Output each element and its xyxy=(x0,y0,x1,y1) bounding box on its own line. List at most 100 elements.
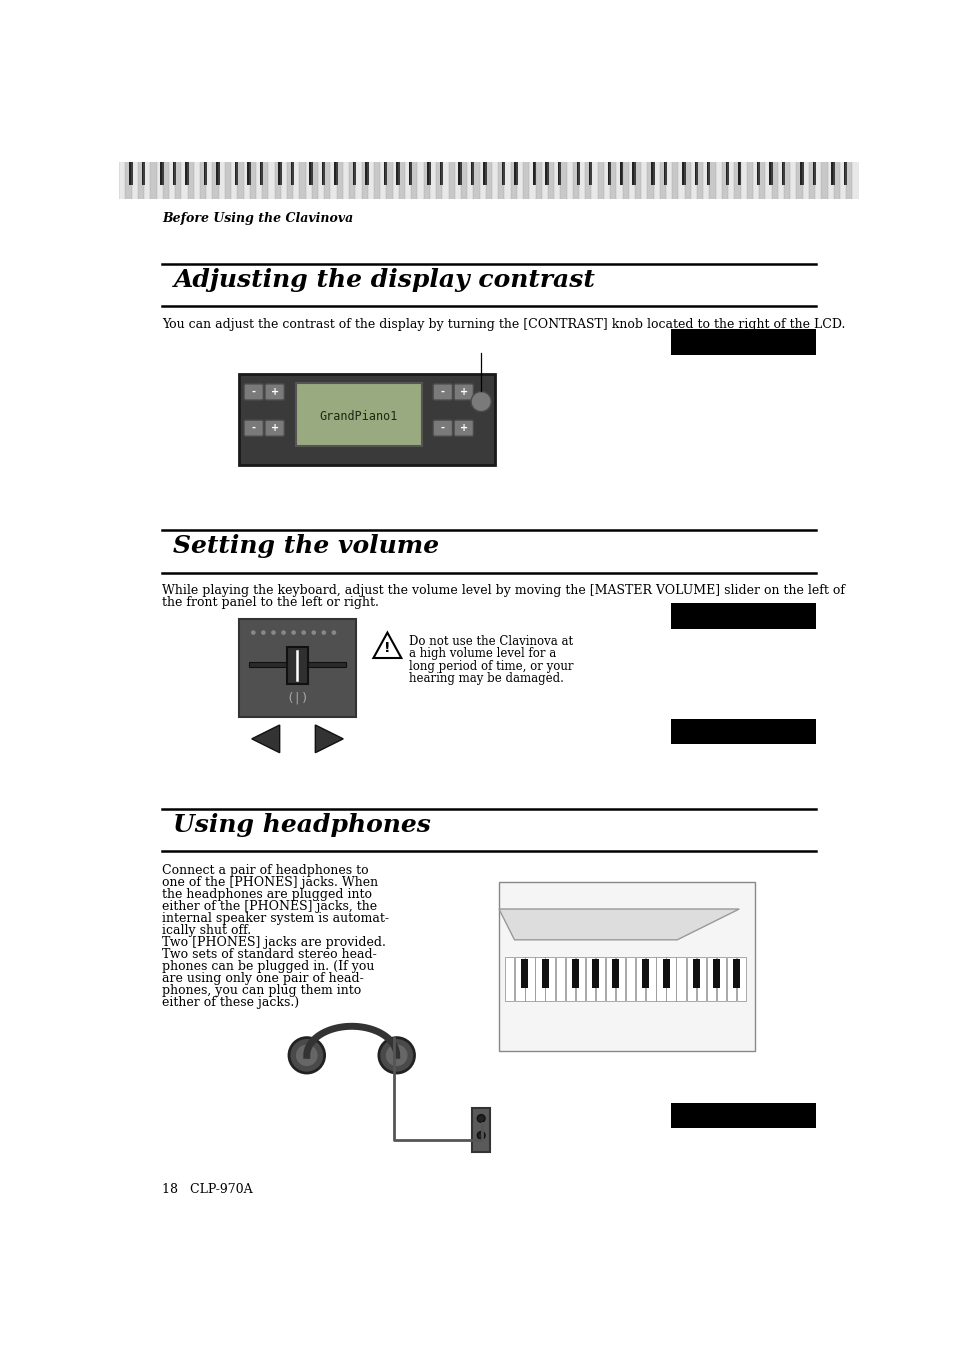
Bar xyxy=(666,957,675,1001)
Bar xyxy=(138,162,144,199)
Bar xyxy=(706,162,710,185)
Bar xyxy=(472,1108,490,1152)
Bar xyxy=(535,162,541,199)
Polygon shape xyxy=(252,725,279,753)
Bar xyxy=(821,162,826,199)
Bar xyxy=(504,162,510,199)
Bar xyxy=(555,957,564,1001)
Bar xyxy=(830,162,834,185)
Bar xyxy=(522,162,529,199)
Bar xyxy=(800,162,802,185)
Bar xyxy=(771,162,777,199)
Bar xyxy=(591,162,597,199)
Bar xyxy=(636,957,645,1001)
Bar xyxy=(442,162,448,199)
Bar xyxy=(796,162,801,199)
Bar xyxy=(132,162,138,199)
Bar xyxy=(287,162,293,199)
Bar xyxy=(295,384,421,446)
Bar xyxy=(126,162,132,199)
Bar xyxy=(845,162,851,199)
Bar xyxy=(833,162,839,199)
Bar xyxy=(193,162,200,199)
Bar xyxy=(393,162,398,199)
Polygon shape xyxy=(315,725,343,753)
Bar xyxy=(299,162,305,199)
Bar xyxy=(471,162,474,185)
Bar xyxy=(521,959,528,988)
Bar xyxy=(514,162,517,185)
Bar xyxy=(312,162,317,199)
Bar xyxy=(411,162,417,199)
Text: the headphones are plugged into: the headphones are plugged into xyxy=(162,888,372,901)
Bar xyxy=(204,162,207,185)
Bar xyxy=(659,162,665,199)
Bar xyxy=(349,162,355,199)
Bar xyxy=(692,959,699,988)
Text: phones can be plugged in. (If you: phones can be plugged in. (If you xyxy=(162,959,374,973)
Text: Do not use the Clavinova at: Do not use the Clavinova at xyxy=(409,635,573,648)
FancyBboxPatch shape xyxy=(454,420,473,436)
Circle shape xyxy=(261,631,266,635)
Bar xyxy=(262,162,268,199)
Bar xyxy=(789,162,796,199)
Circle shape xyxy=(271,631,275,635)
Bar xyxy=(247,162,251,185)
Bar xyxy=(374,162,380,199)
Bar xyxy=(324,162,330,199)
Text: Before Using the Clavinova: Before Using the Clavinova xyxy=(162,212,353,226)
Bar xyxy=(259,162,263,185)
Bar xyxy=(293,162,299,199)
Text: Connect a pair of headphones to: Connect a pair of headphones to xyxy=(162,865,368,877)
Bar xyxy=(497,162,504,199)
FancyBboxPatch shape xyxy=(265,384,284,400)
Bar xyxy=(529,162,535,199)
Bar xyxy=(814,162,821,199)
Bar xyxy=(448,162,455,199)
Bar xyxy=(160,162,164,185)
Bar xyxy=(603,162,609,199)
Circle shape xyxy=(385,1044,407,1066)
Bar xyxy=(185,162,189,185)
Text: -: - xyxy=(440,423,444,432)
Bar xyxy=(734,162,740,199)
Bar xyxy=(342,162,349,199)
Bar xyxy=(752,162,759,199)
Bar xyxy=(188,162,193,199)
Bar xyxy=(483,162,486,185)
Bar xyxy=(641,959,649,988)
Text: -: - xyxy=(252,423,255,432)
Bar xyxy=(517,162,522,199)
Bar xyxy=(738,162,740,185)
Bar xyxy=(156,162,163,199)
Bar xyxy=(455,162,460,199)
Text: phones, you can plug them into: phones, you can plug them into xyxy=(162,984,361,997)
Text: one of the [PHONES] jacks. When: one of the [PHONES] jacks. When xyxy=(162,877,377,889)
Bar xyxy=(243,162,250,199)
Bar xyxy=(607,162,610,185)
Bar xyxy=(250,162,255,199)
Bar xyxy=(678,162,684,199)
FancyBboxPatch shape xyxy=(244,384,263,400)
Bar xyxy=(706,957,716,1001)
Bar xyxy=(697,162,702,199)
Bar xyxy=(605,957,615,1001)
Bar xyxy=(622,162,628,199)
Bar xyxy=(239,374,495,465)
Bar xyxy=(492,162,497,199)
Bar xyxy=(712,959,720,988)
Circle shape xyxy=(301,631,306,635)
Bar xyxy=(423,162,430,199)
Bar xyxy=(336,162,342,199)
Bar xyxy=(218,162,225,199)
Text: +: + xyxy=(459,386,467,397)
Text: +: + xyxy=(271,423,278,432)
Bar xyxy=(305,162,312,199)
Bar xyxy=(501,162,505,185)
Bar xyxy=(231,162,237,199)
Bar xyxy=(334,162,337,185)
Circle shape xyxy=(321,631,326,635)
Bar xyxy=(535,957,544,1001)
Bar xyxy=(808,162,814,199)
Bar xyxy=(740,162,746,199)
